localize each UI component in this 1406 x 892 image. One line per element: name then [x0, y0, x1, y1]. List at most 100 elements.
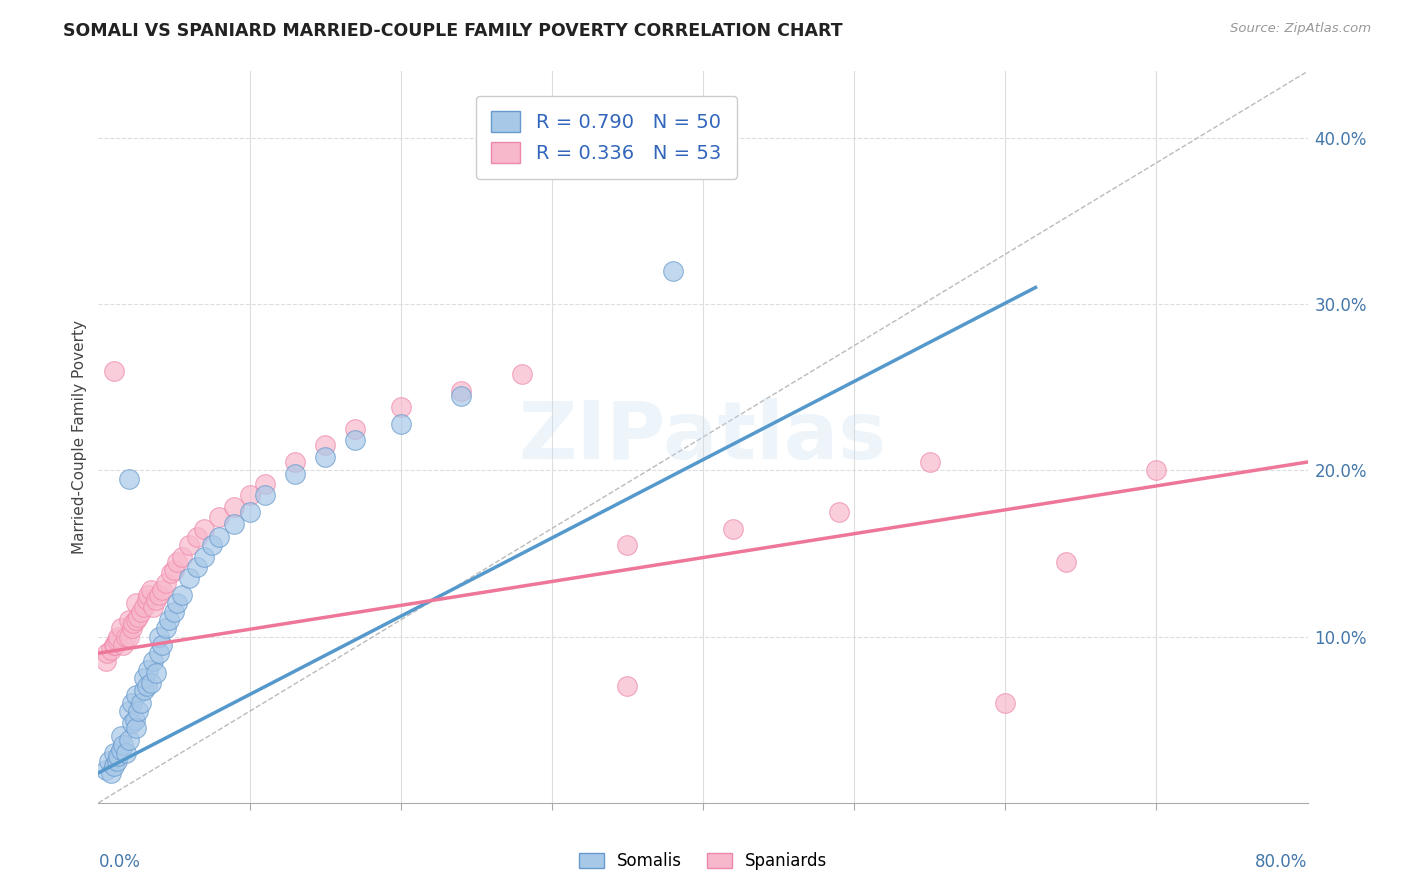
Point	[142, 599, 165, 614]
Point	[142, 655, 165, 669]
Point	[104, 638, 127, 652]
Point	[163, 605, 186, 619]
Point	[124, 713, 146, 727]
Point	[284, 455, 307, 469]
Point	[105, 754, 128, 768]
Text: Source: ZipAtlas.com: Source: ZipAtlas.com	[1230, 22, 1371, 36]
Legend: Somalis, Spaniards: Somalis, Spaniards	[572, 846, 834, 877]
Point	[118, 732, 141, 747]
Point	[179, 571, 201, 585]
Point	[94, 763, 117, 777]
Y-axis label: Married-Couple Family Poverty: Married-Couple Family Poverty	[72, 320, 87, 554]
Point	[107, 749, 129, 764]
Point	[450, 388, 472, 402]
Point	[193, 521, 215, 535]
Point	[132, 671, 155, 685]
Point	[141, 582, 163, 597]
Point	[1144, 463, 1167, 477]
Point	[344, 422, 367, 436]
Text: SOMALI VS SPANIARD MARRIED-COUPLE FAMILY POVERTY CORRELATION CHART: SOMALI VS SPANIARD MARRIED-COUPLE FAMILY…	[63, 22, 842, 40]
Point	[314, 450, 336, 464]
Point	[994, 696, 1017, 710]
Point	[828, 505, 851, 519]
Point	[179, 538, 201, 552]
Point	[132, 599, 155, 614]
Point	[132, 682, 155, 697]
Point	[616, 680, 638, 694]
Point	[148, 646, 170, 660]
Point	[150, 638, 173, 652]
Point	[661, 264, 683, 278]
Point	[125, 721, 148, 735]
Point	[121, 696, 143, 710]
Point	[284, 467, 307, 481]
Point	[103, 638, 125, 652]
Point	[136, 663, 159, 677]
Point	[118, 705, 141, 719]
Point	[122, 616, 145, 631]
Point	[100, 643, 122, 657]
Point	[224, 500, 246, 514]
Point	[186, 559, 208, 574]
Point	[170, 588, 193, 602]
Point	[136, 588, 159, 602]
Text: ZIPatlas: ZIPatlas	[519, 398, 887, 476]
Point	[114, 746, 136, 760]
Point	[193, 549, 215, 564]
Point	[239, 488, 262, 502]
Text: 80.0%: 80.0%	[1256, 853, 1308, 871]
Point	[94, 655, 117, 669]
Point	[118, 472, 141, 486]
Point	[166, 596, 188, 610]
Point	[110, 742, 132, 756]
Point	[186, 530, 208, 544]
Point	[150, 582, 173, 597]
Point	[145, 666, 167, 681]
Point	[110, 729, 132, 743]
Point	[208, 509, 231, 524]
Point	[141, 676, 163, 690]
Point	[510, 367, 533, 381]
Point	[111, 738, 134, 752]
Point	[918, 455, 941, 469]
Point	[129, 605, 152, 619]
Point	[201, 538, 224, 552]
Point	[239, 505, 262, 519]
Point	[125, 613, 148, 627]
Point	[208, 530, 231, 544]
Point	[163, 563, 186, 577]
Point	[129, 696, 152, 710]
Point	[96, 646, 118, 660]
Point	[145, 593, 167, 607]
Point	[118, 613, 141, 627]
Point	[224, 516, 246, 531]
Point	[118, 630, 141, 644]
Point	[103, 759, 125, 773]
Point	[344, 434, 367, 448]
Point	[155, 576, 177, 591]
Point	[166, 555, 188, 569]
Point	[148, 588, 170, 602]
Point	[98, 754, 121, 768]
Point	[723, 521, 745, 535]
Point	[121, 716, 143, 731]
Point	[389, 400, 412, 414]
Point	[121, 621, 143, 635]
Point	[103, 746, 125, 760]
Point	[103, 363, 125, 377]
Point	[135, 593, 157, 607]
Point	[253, 476, 276, 491]
Point	[389, 417, 412, 431]
Point	[155, 621, 177, 635]
Point	[314, 438, 336, 452]
Point	[110, 621, 132, 635]
Point	[450, 384, 472, 398]
Point	[127, 705, 149, 719]
Point	[170, 549, 193, 564]
Legend: R = 0.790   N = 50, R = 0.336   N = 53: R = 0.790 N = 50, R = 0.336 N = 53	[475, 95, 737, 179]
Point	[1054, 555, 1077, 569]
Point	[160, 566, 183, 581]
Point	[159, 613, 181, 627]
Point	[111, 638, 134, 652]
Point	[105, 632, 128, 647]
